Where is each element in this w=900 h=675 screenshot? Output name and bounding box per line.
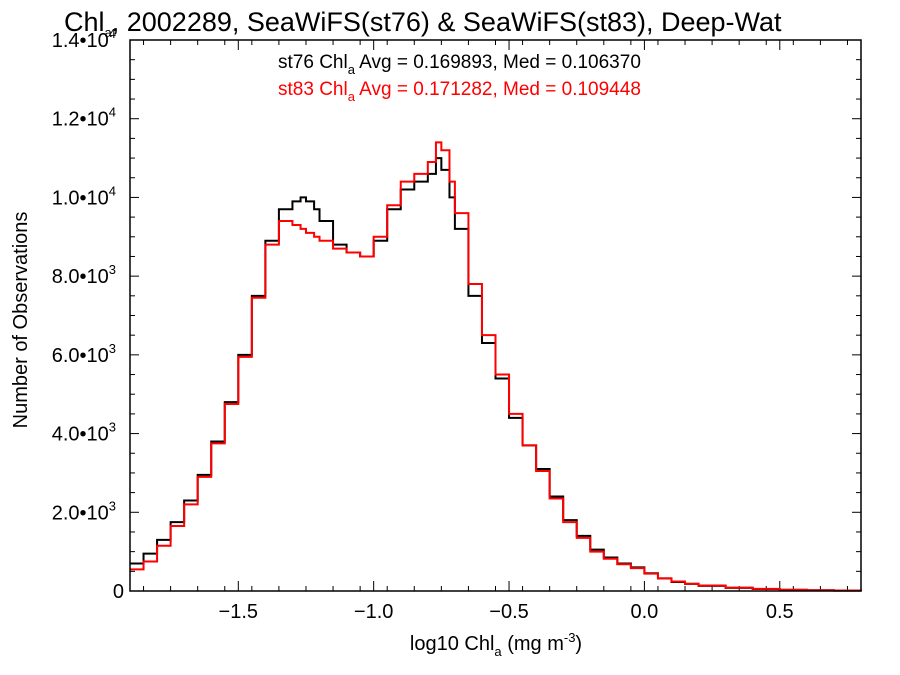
y-axis-ticks: 0 2.0•103 4.0•103 6.0•103 8.0•103 1.0•104 1.2•… — [52, 26, 861, 603]
stats-annotations: st76 Chla Avg = 0.169893, Med = 0.106370… — [278, 52, 641, 104]
x-tick-label: 0.5 — [766, 601, 794, 623]
x-tick-label: 0.0 — [631, 601, 659, 623]
x-tick-label: −1.5 — [219, 601, 258, 623]
y-tick-label: 8.0•103 — [52, 262, 116, 288]
y-tick-label: 1.0•104 — [52, 183, 116, 209]
x-tick-label: −0.5 — [489, 601, 528, 623]
x-axis-ticks: −1.5 −1.0 −0.5 0.0 0.5 — [143, 40, 848, 623]
y-axis-label: Number of Observations — [10, 212, 32, 429]
y-tick-label: 2.0•103 — [52, 498, 116, 524]
y-tick-label: 0 — [113, 581, 124, 603]
series-group — [130, 141, 862, 592]
x-axis-label: log10 Chla (mg m-3) — [410, 630, 582, 659]
series-line-st83 — [130, 141, 862, 592]
stats-annotation: st83 Chla Avg = 0.171282, Med = 0.109448 — [278, 79, 641, 104]
y-tick-label: 1.2•104 — [52, 105, 116, 131]
stats-annotation: st76 Chla Avg = 0.169893, Med = 0.106370 — [278, 52, 641, 77]
x-tick-label: −1.0 — [354, 601, 393, 623]
plot-frame — [129, 39, 862, 592]
y-tick-label: 1.4•104 — [52, 26, 116, 52]
y-tick-label: 4.0•103 — [52, 420, 116, 446]
y-tick-label: 6.0•103 — [52, 341, 116, 367]
chart-title: Chla, 2002289, SeaWiFS(st76) & SeaWiFS(s… — [64, 7, 782, 40]
